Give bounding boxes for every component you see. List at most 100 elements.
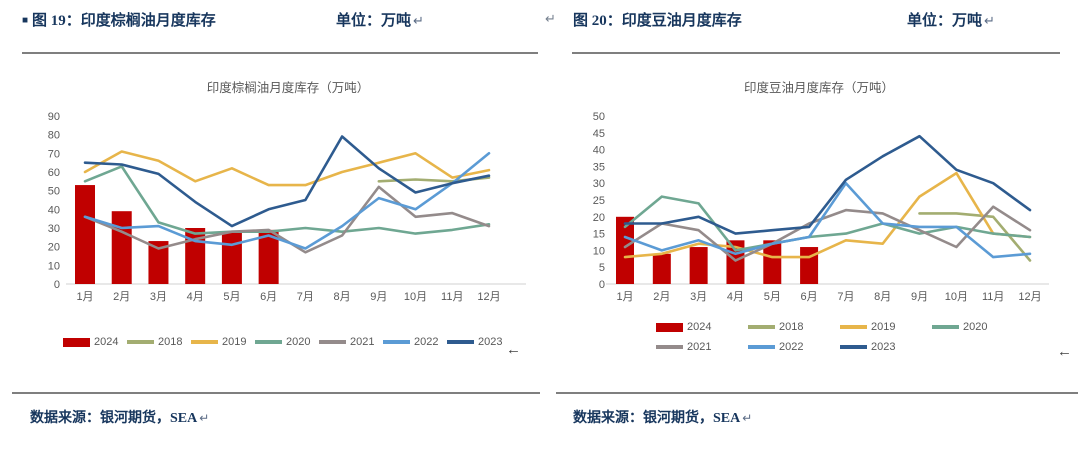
line-swatch-icon <box>255 340 282 344</box>
legend-item-2024: 2024 <box>63 332 127 352</box>
bottom-rule <box>12 392 540 394</box>
line-swatch-icon <box>383 340 410 344</box>
bar-2024 <box>148 241 169 284</box>
legend-label: 2019 <box>222 335 247 348</box>
line-2022 <box>623 181 1032 259</box>
line-2019 <box>623 171 1032 259</box>
legend-item-2021: 2021 <box>319 332 383 352</box>
bottom-rule <box>556 392 1078 394</box>
y-axis-tick-label: 0 <box>54 279 60 291</box>
figure-19-unit: 单位：万吨 ↵ <box>336 9 424 30</box>
y-axis-tick-label: 40 <box>593 145 605 157</box>
y-axis-tick-label: 20 <box>48 242 60 254</box>
bar-2024 <box>616 216 634 284</box>
y-axis-tick-label: 50 <box>48 186 60 198</box>
line-2020 <box>83 165 491 235</box>
legend-label: 2024 <box>687 320 712 333</box>
top-rule <box>22 52 538 54</box>
y-axis-tick-label: 25 <box>593 195 605 207</box>
y-axis-tick-label: 10 <box>593 245 605 257</box>
legend-label: 2024 <box>94 335 119 348</box>
x-axis-tick-label: 2月 <box>113 291 130 303</box>
x-axis-tick-label: 8月 <box>334 291 351 303</box>
line-swatch-icon <box>840 325 867 329</box>
y-axis-tick-label: 60 <box>48 167 60 179</box>
return-mark-icon: ↵ <box>742 411 753 425</box>
data-source-text: 数据来源：银河期货，SEA <box>573 411 741 426</box>
x-axis-tick-label: 6月 <box>260 291 277 303</box>
legend-item-2022: 2022 <box>748 337 840 357</box>
y-axis-tick-label: 20 <box>593 212 605 224</box>
line-swatch-icon <box>191 340 218 344</box>
x-axis-tick-label: 10月 <box>404 291 427 303</box>
x-axis-tick-label: 4月 <box>187 291 204 303</box>
x-axis-tick-label: 7月 <box>837 291 854 303</box>
line-swatch-icon <box>447 340 474 344</box>
line-2021 <box>623 205 1032 262</box>
legend-label: 2018 <box>779 320 804 333</box>
line-swatch-icon <box>748 345 775 349</box>
figure-20-header: 图 20：印度豆油月度库存 <box>573 9 742 30</box>
x-axis-tick-label: 7月 <box>297 291 314 303</box>
figure-19-header: ■ 图 19：印度棕榈油月度库存 <box>22 9 216 30</box>
legend-item-2024: 2024 <box>656 317 748 337</box>
unit-label: 单位：万吨 <box>336 13 412 29</box>
legend-label: 2019 <box>871 320 896 333</box>
bar-2024 <box>800 247 819 284</box>
figure-block-soy-oil: ↵ 图 20：印度豆油月度库存 单位：万吨 ↵ 印度豆油月度库存（万吨） 0 5 10 1… <box>540 0 1080 449</box>
x-axis-tick-label: 12月 <box>477 291 500 303</box>
y-axis-tick-label: 80 <box>48 130 60 142</box>
legend-label: 2023 <box>478 335 503 348</box>
legend-label: 2018 <box>158 335 183 348</box>
bar-2024 <box>258 229 279 284</box>
chart-title: 印度豆油月度库存（万吨） <box>744 80 894 95</box>
soy-oil-chart-legend: 2024 2018 2019 2020 2021 2022 2023 <box>656 317 1034 357</box>
return-mark-icon: ↵ <box>545 11 556 26</box>
x-axis-tick-label: 11月 <box>441 291 463 303</box>
x-axis-tick-label: 1月 <box>76 291 93 303</box>
figure-19-title: 图 19：印度棕榈油月度库存 <box>32 13 216 29</box>
return-mark-icon: ↵ <box>199 411 210 425</box>
y-axis-tick-label: 40 <box>48 204 60 216</box>
bar-swatch-icon <box>656 322 683 332</box>
x-axis-tick-label: 5月 <box>764 291 781 303</box>
data-source-note: 数据来源：银河期货，SEA ↵ <box>573 407 752 427</box>
x-axis-tick-label: 3月 <box>150 291 167 303</box>
line-2023 <box>623 134 1032 235</box>
legend-item-2022: 2022 <box>383 332 447 352</box>
legend-item-2019: 2019 <box>191 332 255 352</box>
legend-label: 2022 <box>414 335 439 348</box>
figure-20-unit: 单位：万吨 ↵ <box>907 9 995 30</box>
x-axis-tick-label: 1月 <box>616 291 633 303</box>
legend-item-2019: 2019 <box>840 317 932 337</box>
x-axis-tick-label: 9月 <box>911 291 928 303</box>
y-axis-tick-label: 50 <box>593 111 605 123</box>
bar-2024 <box>652 253 671 284</box>
bar-2024 <box>221 231 242 284</box>
palm-oil-chart-legend: 2024 2018 2019 2020 2021 2022 2023 <box>63 332 528 352</box>
x-axis-tick-label: 11月 <box>982 291 1004 303</box>
x-axis-tick-label: 5月 <box>223 291 240 303</box>
y-axis-tick-label: 35 <box>593 161 605 173</box>
legend-item-2023: 2023 <box>447 332 511 352</box>
figure-block-palm-oil: ■ 图 19：印度棕榈油月度库存 单位：万吨 ↵ 印度棕榈油月度库存（万吨） 0 10 2… <box>12 9 540 426</box>
line-swatch-icon <box>748 325 775 329</box>
bar-swatch-icon <box>63 337 90 347</box>
x-axis-tick-label: 2月 <box>653 291 670 303</box>
legend-label: 2022 <box>779 340 804 353</box>
legend-label: 2021 <box>687 340 712 353</box>
x-axis-tick-label: 8月 <box>874 291 891 303</box>
legend-item-2021: 2021 <box>656 337 748 357</box>
legend-item-2020: 2020 <box>255 332 319 352</box>
y-axis-tick-label: 0 <box>599 279 605 291</box>
legend-item-2018: 2018 <box>748 317 840 337</box>
return-mark-icon: ↵ <box>413 13 424 28</box>
legend-item-2018: 2018 <box>127 332 191 352</box>
line-2020 <box>623 195 1032 252</box>
bar-2024 <box>111 211 132 284</box>
line-swatch-icon <box>127 340 154 344</box>
x-axis-tick-label: 6月 <box>801 291 818 303</box>
y-axis-tick-label: 70 <box>48 148 60 160</box>
bar-2024 <box>763 240 782 284</box>
x-axis-tick-label: 3月 <box>690 291 707 303</box>
